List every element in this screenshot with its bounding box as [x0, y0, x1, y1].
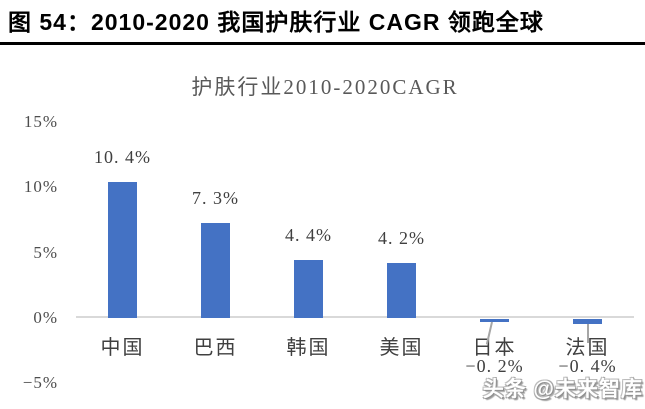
value-label-china: 10. 4%: [94, 146, 151, 167]
value-label-france: −0. 4%: [558, 356, 617, 376]
value-label-usa: 4. 2%: [378, 228, 425, 249]
figure-caption: 图 54：2010-2020 我国护肤行业 CAGR 领跑全球: [8, 9, 544, 35]
category-label-brazil: 巴西: [193, 337, 238, 359]
y-tick-label: 15%: [23, 111, 58, 131]
header-divider: [0, 42, 645, 45]
y-tick-label: 5%: [33, 242, 58, 262]
category-label-france: 法国: [565, 337, 610, 359]
category-label-china: 中国: [100, 337, 145, 359]
bar-japan: [480, 319, 509, 322]
value-label-japan: −0. 2%: [465, 356, 524, 376]
category-label-japan: 日本: [472, 337, 517, 359]
y-tick-label: 0%: [33, 308, 58, 327]
bar-china: [108, 181, 137, 318]
value-label-korea: 4. 4%: [285, 225, 332, 246]
bar-france: [573, 319, 602, 325]
leader-line-france: [587, 324, 589, 343]
watermark-toutiao: 头条 @未来智库: [482, 378, 643, 401]
y-tick-label: −5%: [22, 373, 58, 393]
y-tick-label: 10%: [23, 177, 58, 197]
value-label-brazil: 7. 3%: [192, 187, 239, 208]
bar-korea: [294, 260, 323, 318]
bar-brazil: [201, 222, 230, 318]
bar-usa: [387, 263, 416, 318]
category-label-usa: 美国: [379, 337, 424, 359]
chart-title: 护肤行业2010-2020CAGR: [191, 75, 459, 99]
category-label-korea: 韩国: [286, 337, 331, 359]
zero-axis-line: [76, 316, 634, 318]
